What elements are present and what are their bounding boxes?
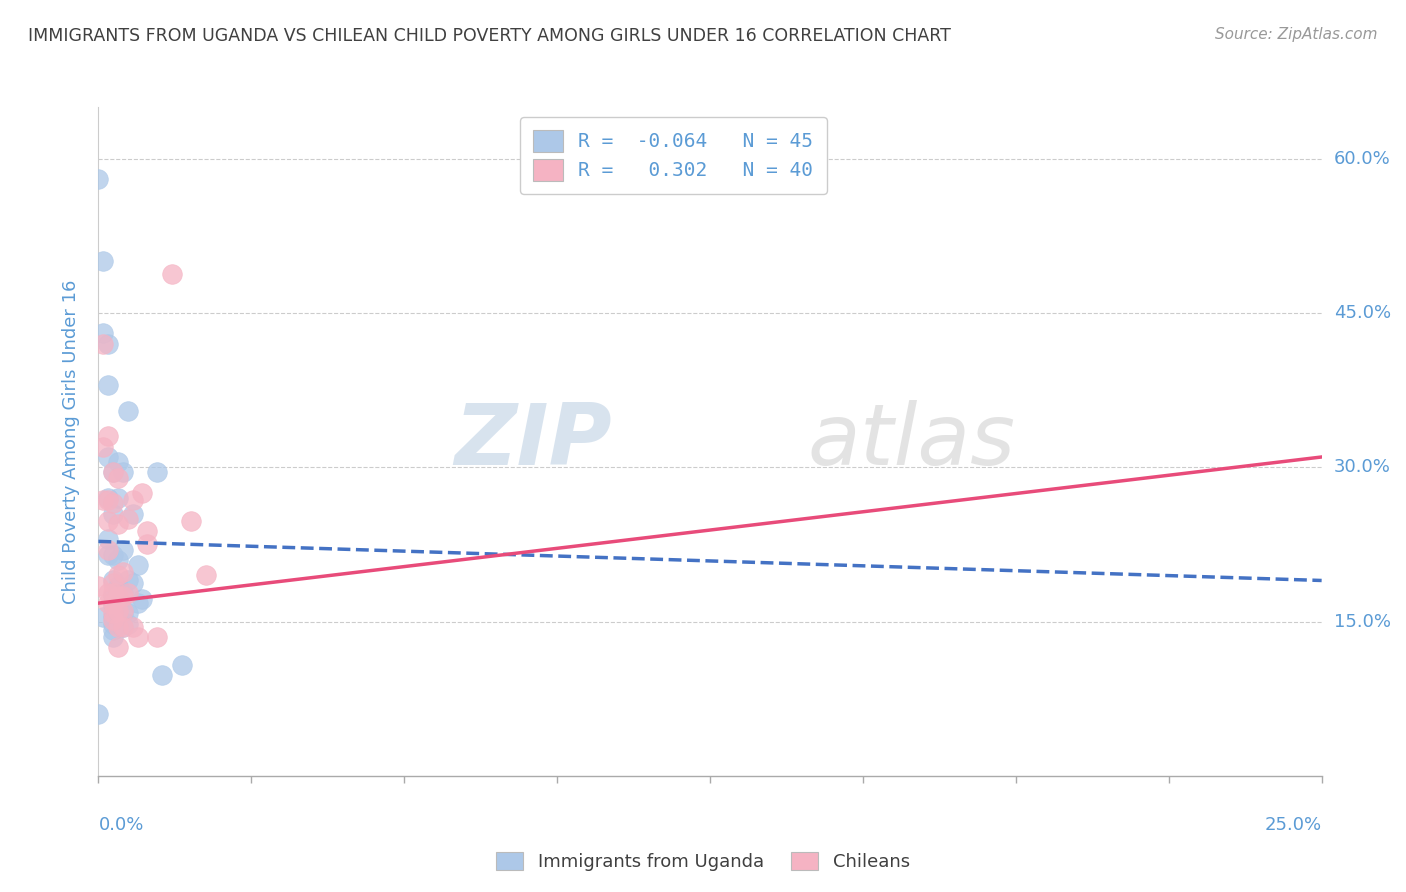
Point [101, 630, 124, 644]
Point [107, 599, 129, 614]
Point [97, 491, 120, 505]
Point [121, 493, 143, 508]
Point [87, 707, 110, 722]
Text: 45.0%: 45.0% [1334, 304, 1391, 322]
Point [101, 466, 124, 480]
Point [117, 512, 139, 526]
Point [127, 558, 149, 572]
Point [195, 568, 218, 582]
Point [117, 403, 139, 417]
Text: IMMIGRANTS FROM UGANDA VS CHILEAN CHILD POVERTY AMONG GIRLS UNDER 16 CORRELATION: IMMIGRANTS FROM UGANDA VS CHILEAN CHILD … [28, 27, 950, 45]
Point [97, 429, 120, 443]
Point [97, 450, 120, 464]
Point [121, 507, 143, 521]
Text: Source: ZipAtlas.com: Source: ZipAtlas.com [1215, 27, 1378, 42]
Point [107, 455, 129, 469]
Point [117, 607, 139, 621]
Point [101, 589, 124, 603]
Point [101, 548, 124, 562]
Point [101, 507, 124, 521]
Point [111, 607, 134, 621]
Text: atlas: atlas [808, 400, 1017, 483]
Point [97, 586, 120, 600]
Point [111, 466, 134, 480]
Point [131, 486, 153, 500]
Point [136, 524, 159, 538]
Point [111, 620, 134, 634]
Point [117, 574, 139, 588]
Point [97, 548, 120, 562]
Point [121, 620, 143, 634]
Point [91, 254, 114, 268]
Legend: R =  -0.064   N = 45, R =   0.302   N = 40: R = -0.064 N = 45, R = 0.302 N = 40 [520, 117, 827, 194]
Point [111, 566, 134, 580]
Point [170, 657, 193, 672]
Point [97, 596, 120, 610]
Point [111, 604, 134, 618]
Point [101, 613, 124, 627]
Point [91, 326, 114, 341]
Point [101, 616, 124, 631]
Point [91, 609, 114, 624]
Point [107, 516, 129, 531]
Point [131, 592, 153, 607]
Point [111, 586, 134, 600]
Point [101, 623, 124, 637]
Point [97, 542, 120, 557]
Point [127, 630, 149, 644]
Point [160, 267, 183, 281]
Point [87, 172, 110, 186]
Point [91, 493, 114, 508]
Point [97, 514, 120, 528]
Text: 15.0%: 15.0% [1334, 613, 1391, 631]
Point [97, 533, 120, 547]
Point [107, 640, 129, 655]
Point [146, 466, 169, 480]
Point [107, 568, 129, 582]
Point [101, 466, 124, 480]
Point [91, 336, 114, 351]
Point [107, 579, 129, 593]
Point [136, 537, 159, 551]
Point [87, 579, 110, 593]
Point [107, 616, 129, 631]
Legend: Immigrants from Uganda, Chileans: Immigrants from Uganda, Chileans [489, 845, 917, 879]
Point [101, 574, 124, 588]
Point [117, 586, 139, 600]
Point [117, 616, 139, 631]
Point [150, 668, 173, 682]
Point [97, 378, 120, 392]
Point [101, 596, 124, 610]
Point [107, 620, 129, 634]
Y-axis label: Child Poverty Among Girls Under 16: Child Poverty Among Girls Under 16 [62, 279, 80, 604]
Point [101, 496, 124, 510]
Point [101, 607, 124, 621]
Point [101, 586, 124, 600]
Text: ZIP: ZIP [454, 400, 612, 483]
Text: 25.0%: 25.0% [1264, 816, 1322, 834]
Point [107, 470, 129, 484]
Point [107, 491, 129, 505]
Point [107, 553, 129, 567]
Point [111, 589, 134, 603]
Point [111, 620, 134, 634]
Point [91, 440, 114, 454]
Text: 0.0%: 0.0% [98, 816, 143, 834]
Point [180, 514, 202, 528]
Point [107, 589, 129, 603]
Text: 30.0%: 30.0% [1334, 458, 1391, 476]
Point [107, 604, 129, 618]
Text: 60.0%: 60.0% [1334, 150, 1391, 168]
Point [111, 542, 134, 557]
Point [121, 575, 143, 590]
Point [146, 630, 169, 644]
Point [101, 575, 124, 590]
Point [97, 493, 120, 508]
Point [107, 609, 129, 624]
Point [97, 336, 120, 351]
Point [101, 609, 124, 624]
Point [127, 596, 149, 610]
Point [101, 599, 124, 614]
